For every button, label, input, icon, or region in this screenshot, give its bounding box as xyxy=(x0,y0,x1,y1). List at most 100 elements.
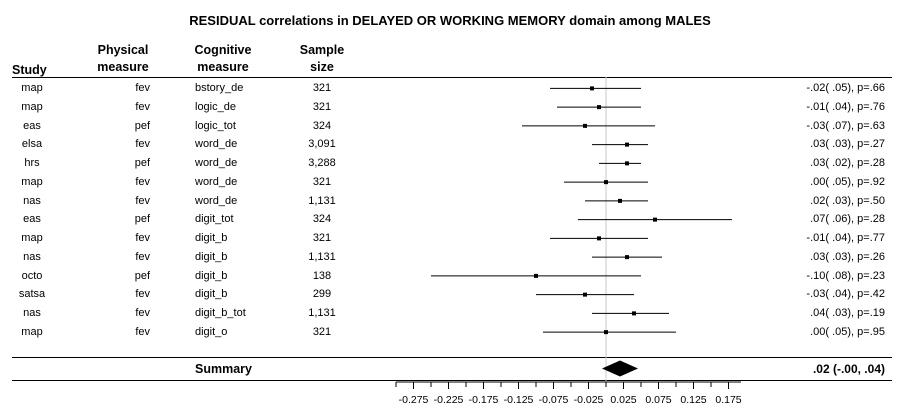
header-cognitive-measure: Cognitive measure xyxy=(183,42,263,76)
study-cell: map xyxy=(21,175,43,188)
stat-label: .00( .05), p=.92 xyxy=(810,175,885,188)
cognitive-measure-cell: digit_tot xyxy=(195,213,234,226)
sample-size-cell: 1,131 xyxy=(308,250,336,263)
x-tick-label: -0.075 xyxy=(539,394,569,406)
sample-size-cell: 321 xyxy=(312,232,332,244)
study-cell: nas xyxy=(23,250,41,263)
table-row: map fev bstory_de 321 -.02( .05), p=.66 xyxy=(0,79,900,98)
study-cell: octo xyxy=(21,269,43,282)
sample-size-cell: 1,131 xyxy=(308,307,336,319)
study-cell: nas xyxy=(23,307,41,319)
cognitive-measure-cell: logic_de xyxy=(195,100,236,113)
stat-label: .03( .03), p=.26 xyxy=(810,250,885,263)
point-estimate xyxy=(583,292,587,297)
cognitive-measure-cell: digit_b xyxy=(195,269,228,282)
x-tick-label: -0.025 xyxy=(574,394,604,406)
physical-measure-cell: fev xyxy=(135,250,150,263)
table-row: map fev digit_o 321 .00( .05), p=.95 xyxy=(0,323,900,342)
stat-label: -.03( .07), p=.63 xyxy=(806,119,885,132)
table-row: eas pef digit_tot 324 .07( .06), p=.28 xyxy=(0,210,900,229)
x-tick-label: -0.225 xyxy=(434,394,464,406)
study-cell: elsa xyxy=(21,138,43,151)
stat-label: .00( .05), p=.95 xyxy=(810,325,885,338)
header-physical-line2: measure xyxy=(97,60,149,74)
stat-label: -.10( .08), p=.23 xyxy=(806,269,885,282)
point-estimate xyxy=(534,273,538,278)
table-row: octo pef digit_b 138 -.10( .08), p=.23 xyxy=(0,267,900,286)
study-cell: map xyxy=(21,325,43,338)
cognitive-measure-cell: word_de xyxy=(195,194,238,207)
cognitive-measure-cell: bstory_de xyxy=(195,82,244,94)
table-row: elsa fev word_de 3,091 .03( .03), p=.27 xyxy=(0,135,900,154)
point-estimate xyxy=(632,311,636,316)
stat-label: .03( .02), p=.28 xyxy=(810,157,885,169)
physical-measure-cell: pef xyxy=(134,213,150,226)
x-tick-label: -0.175 xyxy=(469,394,499,406)
study-cell: satsa xyxy=(18,288,46,301)
point-estimate xyxy=(597,105,601,110)
x-tick-label: 0.025 xyxy=(610,394,636,406)
header-physical-measure: Physical measure xyxy=(82,42,164,76)
summary-diamond xyxy=(602,360,638,377)
physical-measure-cell: fev xyxy=(135,138,150,151)
point-estimate xyxy=(625,142,629,147)
point-estimate xyxy=(597,236,601,241)
summary-bottom-divider xyxy=(12,380,892,381)
sample-size-cell: 3,288 xyxy=(308,157,336,169)
chart-title: RESIDUAL correlations in DELAYED OR WORK… xyxy=(189,13,711,28)
physical-measure-cell: fev xyxy=(135,307,150,319)
study-cell: map xyxy=(21,100,43,113)
physical-measure-cell: fev xyxy=(135,325,150,338)
stat-label: .04( .03), p=.19 xyxy=(810,307,885,319)
stat-label: .02( .03), p=.50 xyxy=(810,194,885,207)
sample-size-cell: 321 xyxy=(312,175,332,188)
sample-size-cell: 299 xyxy=(312,288,332,301)
cognitive-measure-cell: word_de xyxy=(195,175,238,188)
point-estimate xyxy=(590,86,594,91)
sample-size-cell: 3,091 xyxy=(308,138,336,151)
physical-measure-cell: fev xyxy=(135,175,150,188)
stat-label: -.01( .04), p=.76 xyxy=(806,100,885,113)
sample-size-cell: 321 xyxy=(312,100,332,113)
sample-size-cell: 324 xyxy=(312,213,332,226)
header-study: Study xyxy=(12,63,47,77)
stat-label: .07( .06), p=.28 xyxy=(810,213,885,226)
point-estimate xyxy=(604,330,608,335)
cognitive-measure-cell: logic_tot xyxy=(195,119,236,132)
physical-measure-cell: fev xyxy=(135,82,150,94)
summary-stat: .02 (-.00, .04) xyxy=(812,362,885,376)
x-tick-label: -0.125 xyxy=(504,394,534,406)
cognitive-measure-cell: digit_b_tot xyxy=(195,307,246,319)
study-cell: eas xyxy=(23,213,41,226)
physical-measure-cell: pef xyxy=(134,157,150,169)
physical-measure-cell: fev xyxy=(135,288,150,301)
table-row: map fev word_de 321 .00( .05), p=.92 xyxy=(0,173,900,192)
stat-label: .03( .03), p=.27 xyxy=(810,138,885,151)
study-cell: map xyxy=(21,232,43,244)
x-tick-label: 0.075 xyxy=(645,394,671,406)
table-row: hrs pef word_de 3,288 .03( .02), p=.28 xyxy=(0,154,900,173)
sample-size-cell: 321 xyxy=(312,82,332,94)
x-tick-label: 0.125 xyxy=(680,394,706,406)
table-row: map fev digit_b 321 -.01( .04), p=.77 xyxy=(0,229,900,248)
header-physical-line1: Physical xyxy=(97,43,149,57)
sample-size-cell: 138 xyxy=(312,269,332,282)
physical-measure-cell: pef xyxy=(134,119,150,132)
x-tick-label: 0.175 xyxy=(715,394,741,406)
cognitive-measure-cell: digit_b xyxy=(195,250,228,263)
x-tick-label: -0.275 xyxy=(399,394,429,406)
study-cell: eas xyxy=(23,119,41,132)
stat-label: -.03( .04), p=.42 xyxy=(806,288,885,301)
header-sample-line2: size xyxy=(310,60,334,74)
table-row: nas fev word_de 1,131 .02( .03), p=.50 xyxy=(0,192,900,211)
table-row: satsa fev digit_b 299 -.03( .04), p=.42 xyxy=(0,285,900,304)
point-estimate xyxy=(618,198,622,203)
header-sample-line1: Sample xyxy=(299,43,345,57)
header-cognitive-line2: measure xyxy=(197,60,249,74)
sample-size-cell: 324 xyxy=(312,119,332,132)
physical-measure-cell: fev xyxy=(135,100,150,113)
stat-label: -.02( .05), p=.66 xyxy=(806,82,885,94)
header-cognitive-line1: Cognitive xyxy=(194,43,252,57)
sample-size-cell: 1,131 xyxy=(308,194,336,207)
